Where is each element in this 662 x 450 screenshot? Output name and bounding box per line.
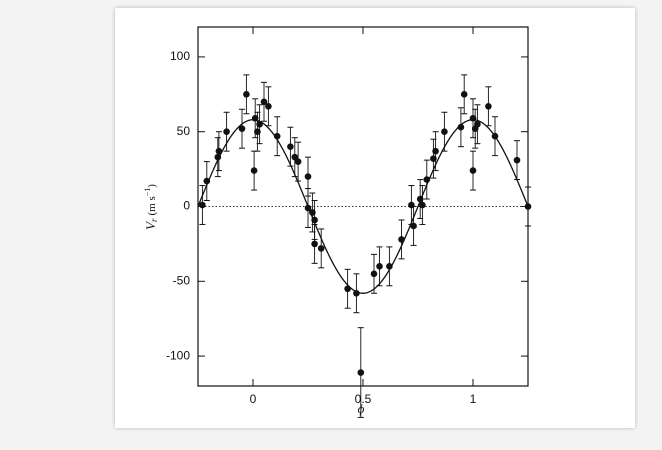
y-tick-label: 0 xyxy=(183,199,190,213)
data-point xyxy=(294,158,302,165)
data-point xyxy=(376,263,383,270)
data-point xyxy=(250,167,258,174)
data-point xyxy=(344,285,351,293)
data-point xyxy=(251,114,259,122)
data-point xyxy=(423,176,431,183)
data-point xyxy=(353,289,360,297)
data-point xyxy=(416,195,424,203)
data-point xyxy=(386,263,393,270)
data-point xyxy=(214,153,222,161)
data-point xyxy=(457,123,465,131)
data-point xyxy=(419,201,426,209)
data-point xyxy=(243,91,250,98)
y-tick-label: -50 xyxy=(173,273,191,287)
y-tick-label: -100 xyxy=(166,348,190,362)
data-point xyxy=(524,203,532,210)
data-point xyxy=(309,209,316,216)
data-point xyxy=(398,236,405,243)
data-point xyxy=(474,120,481,128)
y-label-sub: r xyxy=(149,218,159,222)
x-tick-label: 0.5 xyxy=(355,392,372,406)
y-label-symbol: V xyxy=(143,220,158,230)
data-point xyxy=(491,132,499,140)
y-axis-label: Vr (m s−1) xyxy=(143,184,159,230)
data-point xyxy=(238,125,246,133)
data-point xyxy=(260,98,268,106)
y-label-close: ) xyxy=(146,184,158,188)
data-point xyxy=(215,147,223,155)
data-point xyxy=(223,128,230,136)
data-point xyxy=(287,143,294,150)
x-tick-label: 1 xyxy=(470,392,477,406)
data-point xyxy=(254,128,261,136)
card xyxy=(115,8,635,428)
data-point xyxy=(203,177,211,185)
data-point xyxy=(432,147,439,155)
data-point xyxy=(441,128,448,136)
data-point xyxy=(357,369,365,376)
data-point xyxy=(430,155,437,162)
data-point xyxy=(265,102,272,110)
y-tick-label: 100 xyxy=(170,49,190,63)
y-label-sup: −1 xyxy=(143,188,152,197)
y-tick-label: 50 xyxy=(177,124,191,138)
data-point xyxy=(410,222,417,230)
data-point xyxy=(469,167,477,174)
data-point xyxy=(317,245,325,252)
data-point xyxy=(370,270,378,278)
data-point xyxy=(256,120,263,128)
x-tick-label: 0 xyxy=(250,392,257,406)
y-label-unit: (m s xyxy=(146,196,158,215)
data-point xyxy=(304,204,312,212)
data-point xyxy=(485,102,492,110)
data-point xyxy=(513,156,521,164)
data-point xyxy=(199,201,206,209)
data-point xyxy=(469,114,477,122)
data-point xyxy=(273,132,281,140)
data-point xyxy=(311,240,318,248)
data-point xyxy=(460,91,468,98)
data-point xyxy=(304,173,312,180)
data-point xyxy=(311,216,318,224)
